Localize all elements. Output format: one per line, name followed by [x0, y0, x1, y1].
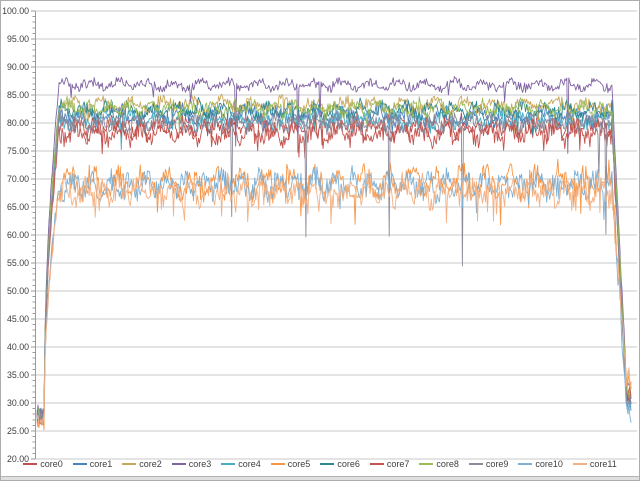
- y-tick-label: 80.00: [7, 118, 29, 128]
- legend-item-core3: core3: [171, 458, 212, 469]
- window-bottom-edge: [1, 476, 639, 480]
- y-tick-label: 25.00: [7, 426, 29, 436]
- legend-swatch-core9: [468, 462, 483, 465]
- series-line-core0: [36, 111, 632, 424]
- series-line-core11: [36, 171, 632, 429]
- y-tick-label: 90.00: [7, 62, 29, 72]
- series-line-core4: [36, 104, 632, 424]
- series-line-core7: [36, 115, 632, 426]
- legend-swatch-core3: [171, 462, 186, 465]
- legend-label: core5: [287, 458, 311, 469]
- series-line-core6: [36, 96, 632, 419]
- legend-item-core0: core0: [23, 459, 63, 469]
- y-tick-label: 75.00: [7, 146, 29, 156]
- legend-item-core1: core1: [72, 458, 113, 469]
- y-tick-label: 30.00: [7, 398, 29, 408]
- legend-swatch-core1: [72, 462, 87, 465]
- y-tick-label: 100.00: [2, 6, 29, 16]
- legend-swatch-core4: [221, 462, 236, 465]
- chart-legend: core0 core1 core2 core3 core4 core5 core6 core7…: [1, 456, 639, 471]
- legend-item-core7: core7: [369, 458, 410, 469]
- legend-swatch-core7: [369, 462, 384, 465]
- legend-swatch-core10: [518, 462, 533, 465]
- legend-item-core4: core4: [221, 459, 261, 469]
- y-tick-label: 60.00: [7, 230, 29, 240]
- y-tick-label: 35.00: [7, 370, 29, 380]
- series-line-core9: [36, 109, 632, 422]
- legend-item-core2: core2: [122, 459, 162, 469]
- series-line-core8: [36, 95, 632, 421]
- legend-swatch-core8: [419, 462, 434, 465]
- legend-label: core10: [535, 458, 563, 469]
- legend-label: core8: [436, 458, 459, 469]
- legend-swatch-core0: [23, 462, 38, 465]
- series-line-core3: [36, 76, 632, 418]
- legend-item-core6: core6: [320, 459, 360, 469]
- legend-item-core10: core10: [518, 459, 563, 469]
- legend-label: core3: [188, 458, 212, 469]
- y-axis-labels: 100.00 95.00 90.00 85.00 80.00 75.00 70.00 65.0…: [2, 6, 29, 464]
- legend-label: core9: [485, 458, 509, 469]
- y-tick-label: 85.00: [7, 90, 29, 100]
- legend-label: core0: [40, 458, 63, 469]
- y-tick-label: 55.00: [7, 258, 29, 268]
- y-axis: [31, 10, 36, 460]
- legend-item-core5: core5: [270, 458, 311, 469]
- legend-label: core1: [89, 458, 113, 469]
- gridlines: [35, 10, 637, 460]
- y-tick-label: 65.00: [7, 202, 29, 212]
- legend-label: core7: [386, 458, 410, 469]
- legend-swatch-core11: [572, 462, 587, 465]
- series-lines: [36, 76, 632, 431]
- legend-swatch-core2: [122, 462, 137, 465]
- legend-label: core6: [337, 458, 360, 469]
- legend-item-core11: core11: [572, 458, 617, 469]
- series-line-core1: [36, 102, 632, 419]
- y-tick-label: 45.00: [7, 314, 29, 324]
- y-tick-label: 20.00: [7, 454, 29, 464]
- y-tick-label: 40.00: [7, 342, 29, 352]
- y-tick-label: 50.00: [7, 286, 29, 296]
- series-line-core10: [36, 165, 632, 424]
- legend-swatch-core5: [270, 462, 285, 465]
- y-tick-label: 95.00: [7, 34, 29, 44]
- legend-label: core4: [238, 458, 261, 469]
- series-line-core2: [36, 93, 632, 426]
- series-line-core5: [36, 158, 632, 431]
- legend-label: core2: [139, 458, 162, 469]
- legend-item-core8: core8: [419, 459, 459, 469]
- legend-item-core9: core9: [468, 458, 509, 469]
- y-tick-label: 70.00: [7, 174, 29, 184]
- legend-label: core11: [589, 458, 617, 469]
- legend-swatch-core6: [320, 462, 335, 465]
